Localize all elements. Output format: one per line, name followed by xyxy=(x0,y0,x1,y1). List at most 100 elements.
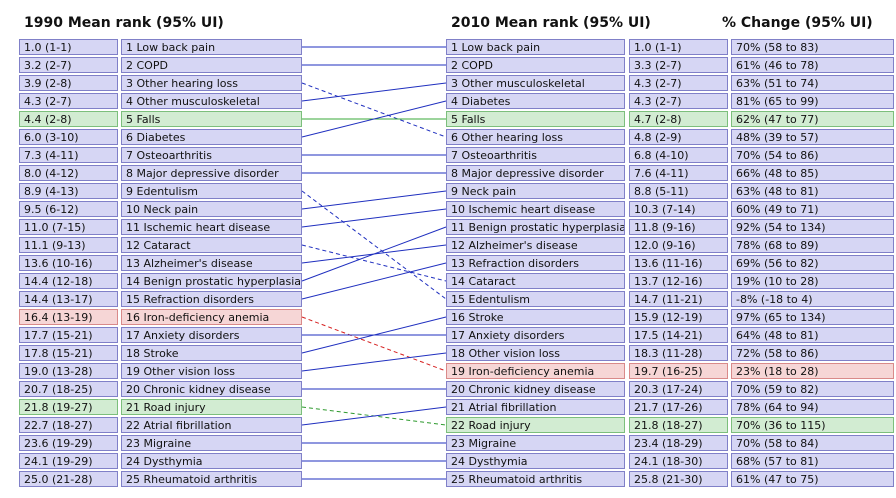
rank-2010-cell: 8.8 (5-11) xyxy=(629,183,728,199)
rank-2010-cell: 14.7 (11-21) xyxy=(629,291,728,307)
cause-2010-cell: 18 Other vision loss xyxy=(446,345,625,361)
cause-1990-cell: 4 Other musculoskeletal xyxy=(121,93,302,109)
rank-1990-cell: 4.3 (2-7) xyxy=(19,93,118,109)
cause-2010-cell: 15 Edentulism xyxy=(446,291,625,307)
cause-2010-cell: 11 Benign prostatic hyperplasia xyxy=(446,219,625,235)
cause-2010-cell: 25 Rheumatoid arthritis xyxy=(446,471,625,487)
cause-2010-cell: 10 Ischemic heart disease xyxy=(446,201,625,217)
rank-link-line xyxy=(301,352,447,372)
percent-change-cell: 63% (51 to 74) xyxy=(731,75,894,91)
rank-1990-cell: 3.2 (2-7) xyxy=(19,57,118,73)
rank-1990-cell: 17.8 (15-21) xyxy=(19,345,118,361)
cause-1990-cell: 21 Road injury xyxy=(121,399,302,415)
percent-change-cell: 68% (57 to 81) xyxy=(731,453,894,469)
rank-2010-cell: 6.8 (4-10) xyxy=(629,147,728,163)
rank-2010-cell: 18.3 (11-28) xyxy=(629,345,728,361)
percent-change-cell: 92% (54 to 134) xyxy=(731,219,894,235)
percent-change-cell: 70% (36 to 115) xyxy=(731,417,894,433)
rank-link-line xyxy=(301,82,447,102)
rank-1990-cell: 20.7 (18-25) xyxy=(19,381,118,397)
cause-1990-cell: 23 Migraine xyxy=(121,435,302,451)
cause-1990-cell: 14 Benign prostatic hyperplasia xyxy=(121,273,302,289)
percent-change-cell: 70% (54 to 86) xyxy=(731,147,894,163)
header-1990-mean-rank: 1990 Mean rank (95% UI) xyxy=(24,15,224,31)
cause-2010-cell: 3 Other musculoskeletal xyxy=(446,75,625,91)
cause-2010-cell: 8 Major depressive disorder xyxy=(446,165,625,181)
rank-1990-cell: 8.0 (4-12) xyxy=(19,165,118,181)
percent-change-cell: 62% (47 to 77) xyxy=(731,111,894,127)
percent-change-cell: 64% (48 to 81) xyxy=(731,327,894,343)
cause-1990-cell: 13 Alzheimer's disease xyxy=(121,255,302,271)
percent-change-cell: 48% (39 to 57) xyxy=(731,129,894,145)
percent-change-cell: 61% (47 to 75) xyxy=(731,471,894,487)
percent-change-cell: 70% (58 to 84) xyxy=(731,435,894,451)
cause-1990-cell: 6 Diabetes xyxy=(121,129,302,145)
rank-2010-cell: 24.1 (18-30) xyxy=(629,453,728,469)
cause-1990-cell: 15 Refraction disorders xyxy=(121,291,302,307)
rank-link-line xyxy=(301,100,447,138)
cause-1990-cell: 1 Low back pain xyxy=(121,39,302,55)
cause-1990-cell: 10 Neck pain xyxy=(121,201,302,217)
percent-change-cell: 23% (18 to 28) xyxy=(731,363,894,379)
header-percent-change: % Change (95% UI) xyxy=(722,15,873,31)
rank-2010-cell: 4.3 (2-7) xyxy=(629,93,728,109)
percent-change-cell: 70% (59 to 82) xyxy=(731,381,894,397)
rank-2010-cell: 20.3 (17-24) xyxy=(629,381,728,397)
rank-link-line xyxy=(301,226,447,282)
cause-1990-cell: 9 Edentulism xyxy=(121,183,302,199)
rank-1990-cell: 14.4 (12-18) xyxy=(19,273,118,289)
rank-1990-cell: 4.4 (2-8) xyxy=(19,111,118,127)
rank-1990-cell: 21.8 (19-27) xyxy=(19,399,118,415)
rank-2010-cell: 4.3 (2-7) xyxy=(629,75,728,91)
cause-1990-cell: 5 Falls xyxy=(121,111,302,127)
cause-2010-cell: 4 Diabetes xyxy=(446,93,625,109)
percent-change-cell: 97% (65 to 134) xyxy=(731,309,894,325)
cause-1990-cell: 24 Dysthymia xyxy=(121,453,302,469)
cause-1990-cell: 25 Rheumatoid arthritis xyxy=(121,471,302,487)
rank-1990-cell: 25.0 (21-28) xyxy=(19,471,118,487)
rank-2010-cell: 13.7 (12-16) xyxy=(629,273,728,289)
cause-2010-cell: 17 Anxiety disorders xyxy=(446,327,625,343)
cause-1990-cell: 12 Cataract xyxy=(121,237,302,253)
rank-1990-cell: 24.1 (19-29) xyxy=(19,453,118,469)
cause-2010-cell: 23 Migraine xyxy=(446,435,625,451)
rank-link-line xyxy=(301,82,447,138)
cause-2010-cell: 22 Road injury xyxy=(446,417,625,433)
cause-2010-cell: 1 Low back pain xyxy=(446,39,625,55)
cause-1990-cell: 18 Stroke xyxy=(121,345,302,361)
cause-2010-cell: 2 COPD xyxy=(446,57,625,73)
rank-link-line xyxy=(301,190,447,210)
rank-2010-cell: 3.3 (2-7) xyxy=(629,57,728,73)
rank-1990-cell: 22.7 (18-27) xyxy=(19,417,118,433)
cause-2010-cell: 16 Stroke xyxy=(446,309,625,325)
rank-2010-cell: 4.7 (2-8) xyxy=(629,111,728,127)
percent-change-cell: 60% (49 to 71) xyxy=(731,201,894,217)
header-2010-mean-rank: 2010 Mean rank (95% UI) xyxy=(451,15,651,31)
percent-change-cell: 70% (58 to 83) xyxy=(731,39,894,55)
cause-1990-cell: 16 Iron-deficiency anemia xyxy=(121,309,302,325)
cause-2010-cell: 7 Osteoarthritis xyxy=(446,147,625,163)
rank-link-line xyxy=(301,262,447,300)
rank-2010-cell: 21.7 (17-26) xyxy=(629,399,728,415)
cause-2010-cell: 24 Dysthymia xyxy=(446,453,625,469)
rank-2010-cell: 10.3 (7-14) xyxy=(629,201,728,217)
cause-1990-cell: 2 COPD xyxy=(121,57,302,73)
rank-link-line xyxy=(301,208,447,228)
cause-2010-cell: 14 Cataract xyxy=(446,273,625,289)
rank-link-line xyxy=(301,406,447,426)
cause-1990-cell: 8 Major depressive disorder xyxy=(121,165,302,181)
rank-2010-cell: 21.8 (18-27) xyxy=(629,417,728,433)
rank-link-line xyxy=(301,316,447,354)
cause-2010-cell: 20 Chronic kidney disease xyxy=(446,381,625,397)
rank-link-line xyxy=(301,244,447,282)
percent-change-cell: 81% (65 to 99) xyxy=(731,93,894,109)
rank-1990-cell: 17.7 (15-21) xyxy=(19,327,118,343)
cause-1990-cell: 11 Ischemic heart disease xyxy=(121,219,302,235)
cause-1990-cell: 22 Atrial fibrillation xyxy=(121,417,302,433)
rank-2010-cell: 7.6 (4-11) xyxy=(629,165,728,181)
rank-1990-cell: 7.3 (4-11) xyxy=(19,147,118,163)
percent-change-cell: 66% (48 to 85) xyxy=(731,165,894,181)
rank-1990-cell: 11.0 (7-15) xyxy=(19,219,118,235)
